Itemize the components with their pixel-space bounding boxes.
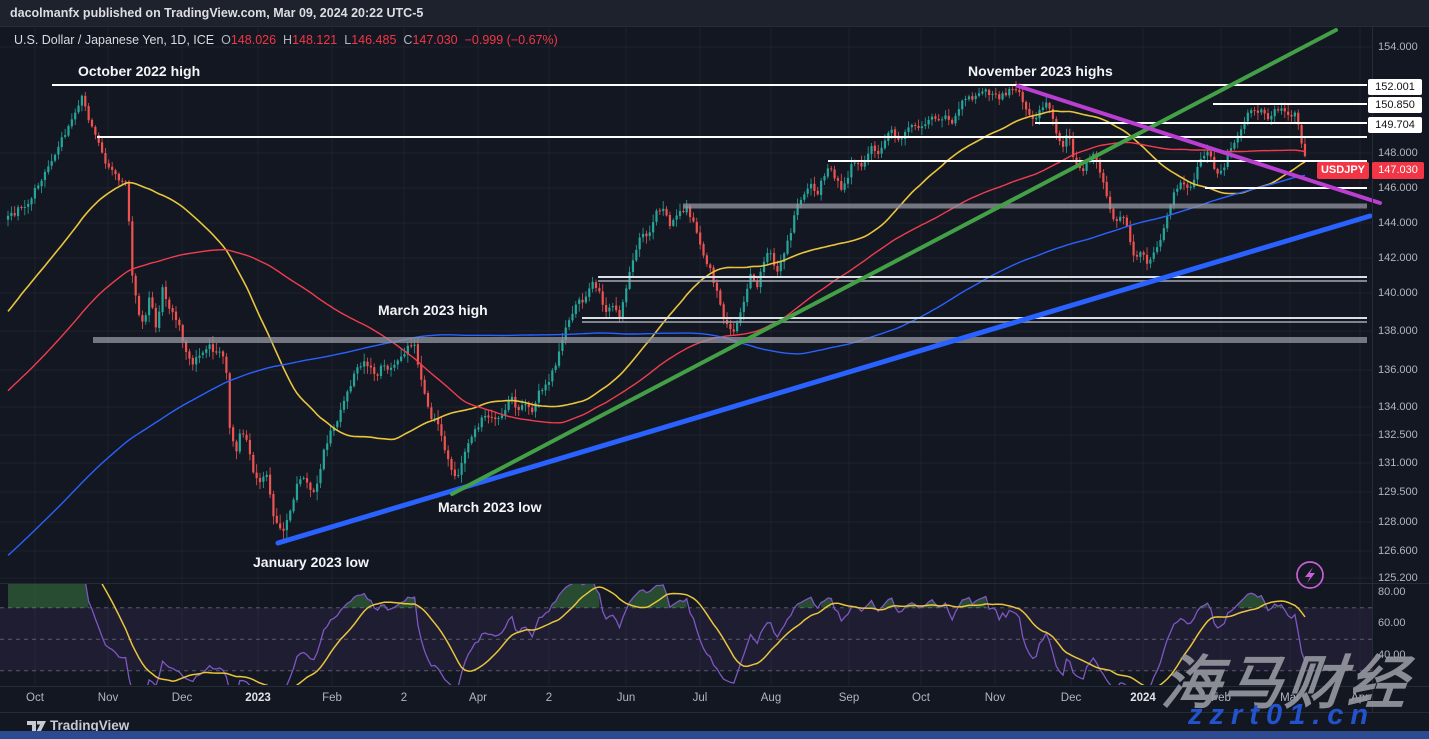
price-tick: 140.000 (1378, 287, 1418, 299)
ohlc-value: 148.026 (230, 33, 277, 47)
time-tick: 2 (400, 692, 408, 704)
time-tick: Oct (912, 692, 930, 704)
time-tick: Jun (616, 692, 636, 704)
time-tick: 2023 (245, 692, 271, 704)
symbol-price-tag: USDJPY (1317, 162, 1369, 179)
annotation-march-2023-high: March 2023 high (378, 302, 488, 318)
price-tick: 128.000 (1378, 516, 1418, 528)
time-tick: 2024 (1130, 692, 1156, 704)
time-tick: Jul (692, 692, 708, 704)
annotation-october-2022-high: October 2022 high (78, 63, 201, 79)
indicator-tick: 40.00 (1378, 649, 1406, 661)
ohlc-value: 147.030 (412, 33, 458, 47)
price-tick: 125.200 (1378, 572, 1418, 584)
lightning-idea-icon[interactable] (1296, 561, 1324, 589)
time-tick: Apr (1351, 692, 1369, 704)
time-tick: Dec (171, 692, 193, 704)
price-tick: 146.000 (1378, 182, 1418, 194)
time-tick: Aug (760, 692, 782, 704)
price-tick: 136.000 (1378, 364, 1418, 376)
tradingview-brand[interactable]: TradingView (50, 718, 130, 733)
time-tick: Nov (984, 692, 1006, 704)
price-tick: 132.500 (1378, 429, 1418, 441)
ohlc-key: L (344, 33, 352, 47)
price-tick: 154.000 (1378, 41, 1418, 53)
annotation-march-2023-low: March 2023 low (438, 499, 542, 515)
time-tick: Sep (838, 692, 860, 704)
published-bar: dacolmanfx published on TradingView.com,… (0, 0, 1429, 27)
price-tick: 131.000 (1378, 457, 1418, 469)
price-level-box-1: 152.001 (1368, 79, 1422, 95)
price-tick: 129.500 (1378, 486, 1418, 498)
price-tick: 142.000 (1378, 252, 1418, 264)
indicator-tick: 80.00 (1378, 586, 1406, 598)
price-tick: 138.000 (1378, 325, 1418, 337)
ohlc-key: O (221, 33, 231, 47)
price-level-box-2: 150.850 (1368, 97, 1422, 113)
ohlc-value: 146.485 (351, 33, 397, 47)
time-tick: Dec (1060, 692, 1082, 704)
price-tick: 134.000 (1378, 401, 1418, 413)
price-tick: 148.000 (1378, 147, 1418, 159)
price-level-box-3: 149.704 (1368, 117, 1422, 133)
price-tick: 126.600 (1378, 545, 1418, 557)
price-tick: 144.000 (1378, 217, 1418, 229)
time-tick: Nov (97, 692, 119, 704)
time-tick: Feb (322, 692, 342, 704)
time-tick: 2 (545, 692, 553, 704)
time-tick: Feb (1211, 692, 1231, 704)
symbol-title[interactable]: U.S. Dollar / Japanese Yen, 1D, ICE (14, 33, 215, 47)
time-tick: Apr (469, 692, 487, 704)
symbol-legend[interactable]: U.S. Dollar / Japanese Yen, 1D, ICE O148.… (14, 33, 558, 47)
time-tick: Mar (1280, 692, 1300, 704)
published-line: dacolmanfx published on TradingView.com,… (10, 6, 424, 20)
ohlc-value: 148.121 (292, 33, 338, 47)
change-value: −0.999 (−0.67%) (464, 33, 558, 47)
time-tick: Oct (26, 692, 44, 704)
indicator-tick: 60.00 (1378, 617, 1406, 629)
watermark-bottom-strip (0, 731, 1429, 739)
annotation-november-2023-highs: November 2023 highs (968, 63, 1113, 79)
watermark-url: zzrt01.cn (1188, 699, 1376, 731)
ohlc-key: C (403, 33, 413, 47)
ohlc-values: O148.026 H148.121 L146.485 C147.030 (214, 33, 458, 47)
tradingview-logo-icon[interactable] (26, 718, 46, 736)
annotation-january-2023-low: January 2023 low (253, 554, 369, 570)
ohlc-key: H (283, 33, 293, 47)
last-price-label: 147.030 (1372, 162, 1424, 179)
